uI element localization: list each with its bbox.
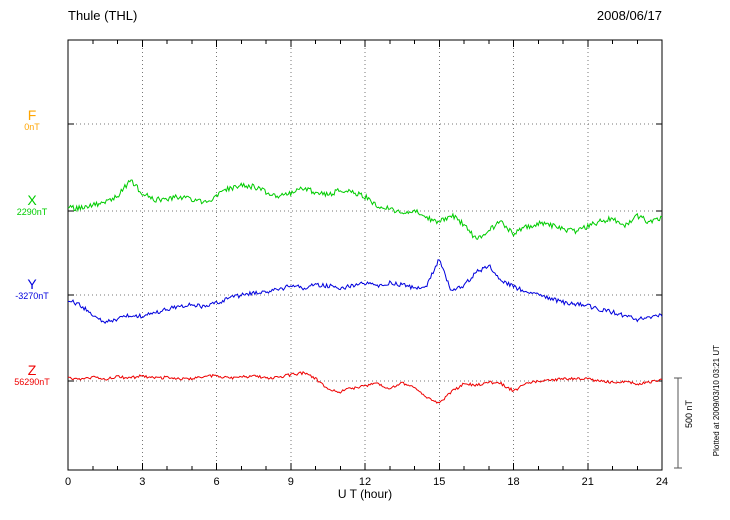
x-tick-label: 0: [65, 476, 71, 488]
x-tick-label: 3: [139, 476, 145, 488]
trace-X: [67, 179, 663, 240]
plotted-at-note: Plotted at 2009/03/10 03:21 UT: [712, 345, 721, 457]
series-label-group-y: Y -3270nT: [0, 277, 64, 301]
x-tick-label: 12: [359, 476, 371, 488]
series-baseline-x: 2290nT: [16, 206, 48, 217]
series-baseline-y: -3270nT: [15, 290, 49, 301]
series-letter-y: Y: [27, 276, 37, 292]
series-letter-f: F: [27, 107, 37, 123]
scale-bar-label: 500 nT: [684, 400, 694, 429]
x-tick-label: 6: [213, 476, 219, 488]
x-axis-title: U T (hour): [337, 487, 393, 501]
series-letter-z: Z: [27, 362, 37, 378]
series-baseline-z: 56290nT: [14, 376, 50, 387]
series-baseline-f: 0nT: [24, 121, 40, 132]
series-label-group-f: F 0nT: [0, 108, 64, 132]
x-tick-label: 18: [507, 476, 519, 488]
x-tick-label: 9: [288, 476, 294, 488]
x-tick-label: 15: [433, 476, 445, 488]
x-tick-label: 24: [656, 476, 668, 488]
series-letter-x: X: [27, 192, 37, 208]
station-title: Thule (THL): [68, 8, 138, 23]
x-tick-label: 21: [582, 476, 594, 488]
trace-Z: [67, 370, 663, 404]
plot-date: 2008/06/17: [596, 8, 662, 23]
series-label-group-z: Z 56290nT: [0, 363, 64, 387]
series-label-group-x: X 2290nT: [0, 193, 64, 217]
trace-Y: [67, 259, 663, 325]
